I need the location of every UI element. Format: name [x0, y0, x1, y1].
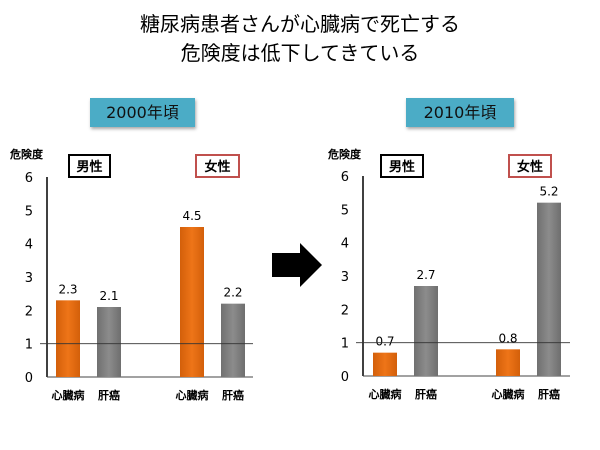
category-label: 心臓病 [176, 388, 209, 402]
y-tick-label: 1 [341, 337, 349, 352]
data-label: 2.2 [223, 286, 242, 300]
data-label: 0.7 [375, 335, 394, 349]
y-tick-label: 4 [341, 237, 349, 252]
period-label-2000: 2000年頃 [90, 98, 195, 127]
y-tick-label: 2 [341, 303, 349, 318]
title-line-1: 糖尿病患者さんが心臓病で死亡する [140, 12, 460, 36]
category-label: 肝癌 [538, 387, 560, 401]
y-tick-label: 4 [25, 238, 33, 253]
bar-liver-cancer [537, 202, 561, 376]
category-label: 心臓病 [492, 387, 525, 401]
data-label: 2.3 [58, 282, 77, 296]
category-label: 心臓病 [52, 388, 85, 402]
bar-heart-disease [373, 352, 397, 376]
bar-liver-cancer [414, 286, 438, 376]
title-line-2: 危険度は低下してきている [180, 41, 420, 65]
data-label: 5.2 [539, 185, 558, 199]
y-tick-label: 5 [25, 204, 33, 219]
period-label-2010: 2010年頃 [406, 98, 514, 127]
bar-liver-cancer [221, 303, 245, 377]
category-label: 肝癌 [222, 388, 244, 402]
bar-heart-disease [180, 227, 204, 377]
y-tick-label: 1 [25, 338, 33, 353]
y-tick-label: 3 [341, 270, 349, 285]
data-label: 0.8 [498, 331, 517, 345]
bar-heart-disease [56, 300, 80, 377]
right-arrow-icon [272, 243, 322, 287]
category-label: 肝癌 [98, 388, 120, 402]
data-label: 2.7 [416, 268, 435, 282]
y-tick-label: 6 [341, 170, 349, 185]
bar-liver-cancer [97, 307, 121, 377]
y-tick-label: 2 [25, 304, 33, 319]
category-label: 心臓病 [369, 387, 402, 401]
gender-label-male: 男性 [380, 154, 424, 178]
y-tick-label: 3 [25, 271, 33, 286]
gender-label-male: 男性 [68, 154, 111, 178]
y-axis-label: 危険度 [328, 148, 361, 161]
y-tick-label: 6 [25, 171, 33, 186]
gender-label-female: 女性 [195, 154, 240, 178]
y-tick-label: 0 [341, 370, 349, 385]
bar-heart-disease [496, 349, 520, 376]
y-axis-label: 危険度 [10, 148, 43, 161]
y-tick-label: 5 [341, 203, 349, 218]
data-label: 4.5 [182, 209, 201, 223]
category-label: 肝癌 [415, 387, 437, 401]
data-label: 2.1 [99, 289, 118, 303]
y-tick-label: 0 [25, 371, 33, 386]
gender-label-female: 女性 [508, 154, 552, 178]
